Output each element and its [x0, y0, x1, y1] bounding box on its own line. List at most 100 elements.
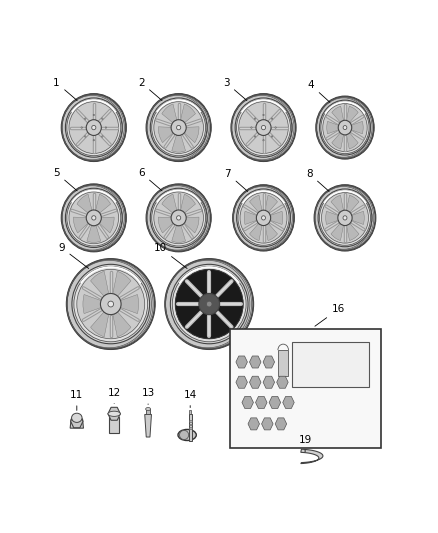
Ellipse shape [85, 118, 86, 119]
Ellipse shape [152, 100, 205, 156]
Ellipse shape [69, 192, 119, 244]
Ellipse shape [321, 101, 369, 154]
Text: 12: 12 [107, 388, 121, 403]
Bar [110, 417, 119, 433]
Bar [189, 427, 192, 429]
Wedge shape [250, 195, 262, 213]
Ellipse shape [102, 118, 103, 119]
Ellipse shape [263, 114, 264, 116]
Bar [189, 410, 191, 414]
Wedge shape [184, 217, 199, 233]
Ellipse shape [93, 140, 95, 141]
Wedge shape [77, 194, 92, 213]
Ellipse shape [61, 184, 126, 252]
Ellipse shape [77, 269, 145, 339]
Ellipse shape [338, 210, 352, 225]
Bar [146, 409, 150, 415]
Wedge shape [162, 104, 177, 123]
Ellipse shape [233, 185, 294, 251]
Wedge shape [172, 225, 186, 243]
Ellipse shape [261, 216, 265, 220]
Text: 13: 13 [141, 389, 155, 405]
Text: 2: 2 [138, 78, 162, 101]
Ellipse shape [170, 264, 248, 344]
Ellipse shape [254, 136, 256, 137]
Ellipse shape [231, 94, 296, 161]
Ellipse shape [177, 216, 181, 220]
Ellipse shape [150, 188, 207, 247]
Ellipse shape [320, 100, 371, 155]
Text: 19: 19 [298, 434, 312, 452]
Text: 9: 9 [58, 243, 88, 269]
Wedge shape [244, 211, 258, 224]
Wedge shape [331, 195, 343, 213]
Ellipse shape [65, 98, 122, 157]
Ellipse shape [343, 216, 347, 220]
Wedge shape [346, 106, 358, 123]
Ellipse shape [318, 189, 372, 247]
Ellipse shape [235, 98, 292, 157]
Ellipse shape [81, 127, 82, 128]
Wedge shape [351, 122, 363, 134]
Bar [230, 329, 381, 448]
Ellipse shape [154, 192, 204, 244]
Ellipse shape [102, 136, 103, 137]
Wedge shape [184, 127, 199, 143]
Ellipse shape [74, 266, 148, 342]
Wedge shape [270, 211, 283, 224]
Wedge shape [327, 122, 339, 134]
Ellipse shape [343, 126, 347, 130]
Ellipse shape [206, 301, 212, 307]
Ellipse shape [100, 294, 121, 314]
Ellipse shape [69, 102, 119, 154]
Ellipse shape [65, 188, 122, 247]
Wedge shape [326, 211, 339, 224]
Wedge shape [250, 223, 262, 240]
Ellipse shape [251, 127, 252, 128]
Text: 3: 3 [223, 78, 247, 101]
Ellipse shape [256, 210, 271, 225]
Wedge shape [351, 211, 364, 224]
Ellipse shape [165, 259, 253, 349]
Ellipse shape [319, 190, 371, 245]
Ellipse shape [171, 210, 186, 226]
Wedge shape [158, 217, 173, 233]
Ellipse shape [272, 136, 273, 137]
Text: 5: 5 [53, 168, 77, 191]
Wedge shape [113, 312, 131, 337]
Ellipse shape [85, 136, 86, 137]
Text: 16: 16 [315, 304, 345, 326]
Ellipse shape [240, 192, 287, 243]
Ellipse shape [172, 266, 246, 342]
FancyBboxPatch shape [292, 342, 369, 386]
Ellipse shape [314, 185, 375, 251]
Wedge shape [332, 106, 343, 123]
Bar [189, 420, 192, 422]
Wedge shape [91, 271, 109, 296]
Bar [189, 414, 192, 441]
Ellipse shape [272, 118, 273, 119]
Ellipse shape [178, 430, 196, 440]
Ellipse shape [108, 301, 113, 307]
Ellipse shape [316, 96, 374, 159]
Wedge shape [87, 225, 101, 243]
Ellipse shape [92, 216, 96, 220]
Ellipse shape [175, 269, 243, 339]
Text: 11: 11 [70, 390, 84, 410]
Wedge shape [346, 133, 358, 149]
Ellipse shape [92, 125, 96, 130]
Ellipse shape [275, 127, 276, 128]
Ellipse shape [146, 94, 211, 161]
Text: 10: 10 [153, 243, 187, 269]
Polygon shape [301, 449, 323, 464]
Bar [189, 424, 192, 425]
Wedge shape [172, 135, 186, 152]
Bar [278, 350, 289, 376]
Text: 7: 7 [225, 169, 247, 191]
Ellipse shape [171, 120, 186, 135]
Wedge shape [180, 194, 195, 213]
Text: 4: 4 [308, 80, 330, 102]
Polygon shape [145, 415, 152, 437]
Ellipse shape [146, 407, 151, 410]
Text: 1: 1 [53, 78, 77, 101]
